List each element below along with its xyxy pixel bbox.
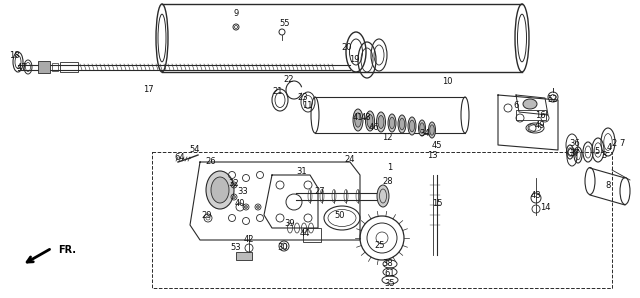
Ellipse shape: [410, 120, 415, 132]
Ellipse shape: [429, 122, 435, 138]
Text: 38: 38: [383, 260, 394, 268]
Text: 7: 7: [620, 139, 625, 148]
Text: 17: 17: [143, 86, 154, 94]
Bar: [38, 61, 50, 73]
Circle shape: [257, 206, 259, 209]
Text: 26: 26: [205, 158, 216, 167]
Text: 22: 22: [284, 75, 294, 85]
Text: 3: 3: [602, 150, 607, 159]
Bar: [60, 62, 78, 72]
Text: 53: 53: [230, 243, 241, 252]
Text: 45: 45: [432, 140, 442, 150]
Text: 34: 34: [420, 128, 430, 137]
Ellipse shape: [206, 171, 234, 209]
Text: 20: 20: [342, 44, 352, 52]
Ellipse shape: [355, 113, 361, 127]
Bar: [303, 228, 321, 242]
Text: 12: 12: [381, 134, 392, 142]
Text: 33: 33: [237, 187, 248, 196]
Ellipse shape: [398, 115, 406, 133]
Text: 46: 46: [369, 123, 380, 133]
Text: 18: 18: [9, 52, 19, 60]
Text: 40: 40: [235, 198, 245, 207]
Ellipse shape: [429, 125, 435, 135]
Text: 25: 25: [375, 241, 385, 251]
Text: 4: 4: [606, 144, 612, 153]
Text: 44: 44: [300, 229, 310, 238]
Text: 47: 47: [17, 63, 28, 72]
Text: 41: 41: [353, 114, 364, 122]
Ellipse shape: [353, 109, 363, 131]
Circle shape: [232, 184, 236, 187]
Text: 21: 21: [273, 88, 284, 97]
Text: 14: 14: [540, 203, 550, 212]
Ellipse shape: [377, 185, 389, 207]
Ellipse shape: [399, 118, 404, 130]
Text: 43: 43: [531, 190, 541, 199]
Text: 39: 39: [285, 218, 295, 227]
Text: 30: 30: [278, 243, 288, 252]
Text: 15: 15: [432, 199, 442, 209]
Text: 37: 37: [570, 148, 580, 158]
Ellipse shape: [408, 117, 416, 135]
Text: 27: 27: [315, 187, 325, 195]
Ellipse shape: [523, 99, 537, 109]
Text: 11: 11: [301, 100, 312, 109]
Text: 42: 42: [244, 235, 254, 244]
Bar: [516, 110, 546, 120]
Circle shape: [232, 195, 236, 198]
Text: 28: 28: [383, 176, 394, 185]
Ellipse shape: [388, 114, 396, 132]
Text: FR.: FR.: [58, 245, 76, 255]
Text: 1: 1: [387, 164, 392, 173]
Ellipse shape: [389, 117, 395, 129]
Ellipse shape: [365, 111, 374, 131]
Text: 2: 2: [611, 139, 616, 148]
Ellipse shape: [420, 123, 424, 133]
Text: 19: 19: [349, 55, 359, 63]
Text: 9: 9: [234, 10, 239, 18]
Bar: [152, 152, 612, 288]
Text: 55: 55: [280, 19, 291, 29]
Text: 35: 35: [385, 279, 396, 288]
Ellipse shape: [376, 112, 385, 132]
Ellipse shape: [367, 114, 373, 128]
Bar: [236, 252, 252, 260]
Text: 5: 5: [595, 148, 600, 156]
Text: 29: 29: [202, 210, 212, 220]
Text: 50: 50: [335, 210, 345, 220]
Ellipse shape: [211, 177, 229, 203]
Bar: [52, 63, 58, 71]
Text: 8: 8: [605, 181, 611, 190]
Text: 24: 24: [345, 156, 355, 164]
Text: 13: 13: [427, 150, 437, 159]
Text: 64: 64: [175, 153, 186, 162]
Text: 49: 49: [535, 120, 545, 130]
Text: 31: 31: [297, 167, 307, 176]
Ellipse shape: [378, 116, 384, 128]
Ellipse shape: [419, 120, 426, 136]
Circle shape: [244, 206, 248, 209]
Text: 16: 16: [534, 111, 545, 119]
Text: 32: 32: [228, 179, 239, 187]
Text: 61: 61: [385, 268, 396, 277]
Text: 36: 36: [570, 139, 580, 148]
Text: 10: 10: [442, 77, 452, 86]
Text: 54: 54: [189, 145, 200, 154]
Text: 52: 52: [548, 95, 558, 105]
Text: 48: 48: [361, 114, 371, 122]
Text: 23: 23: [298, 92, 308, 102]
Text: 6: 6: [513, 102, 518, 111]
